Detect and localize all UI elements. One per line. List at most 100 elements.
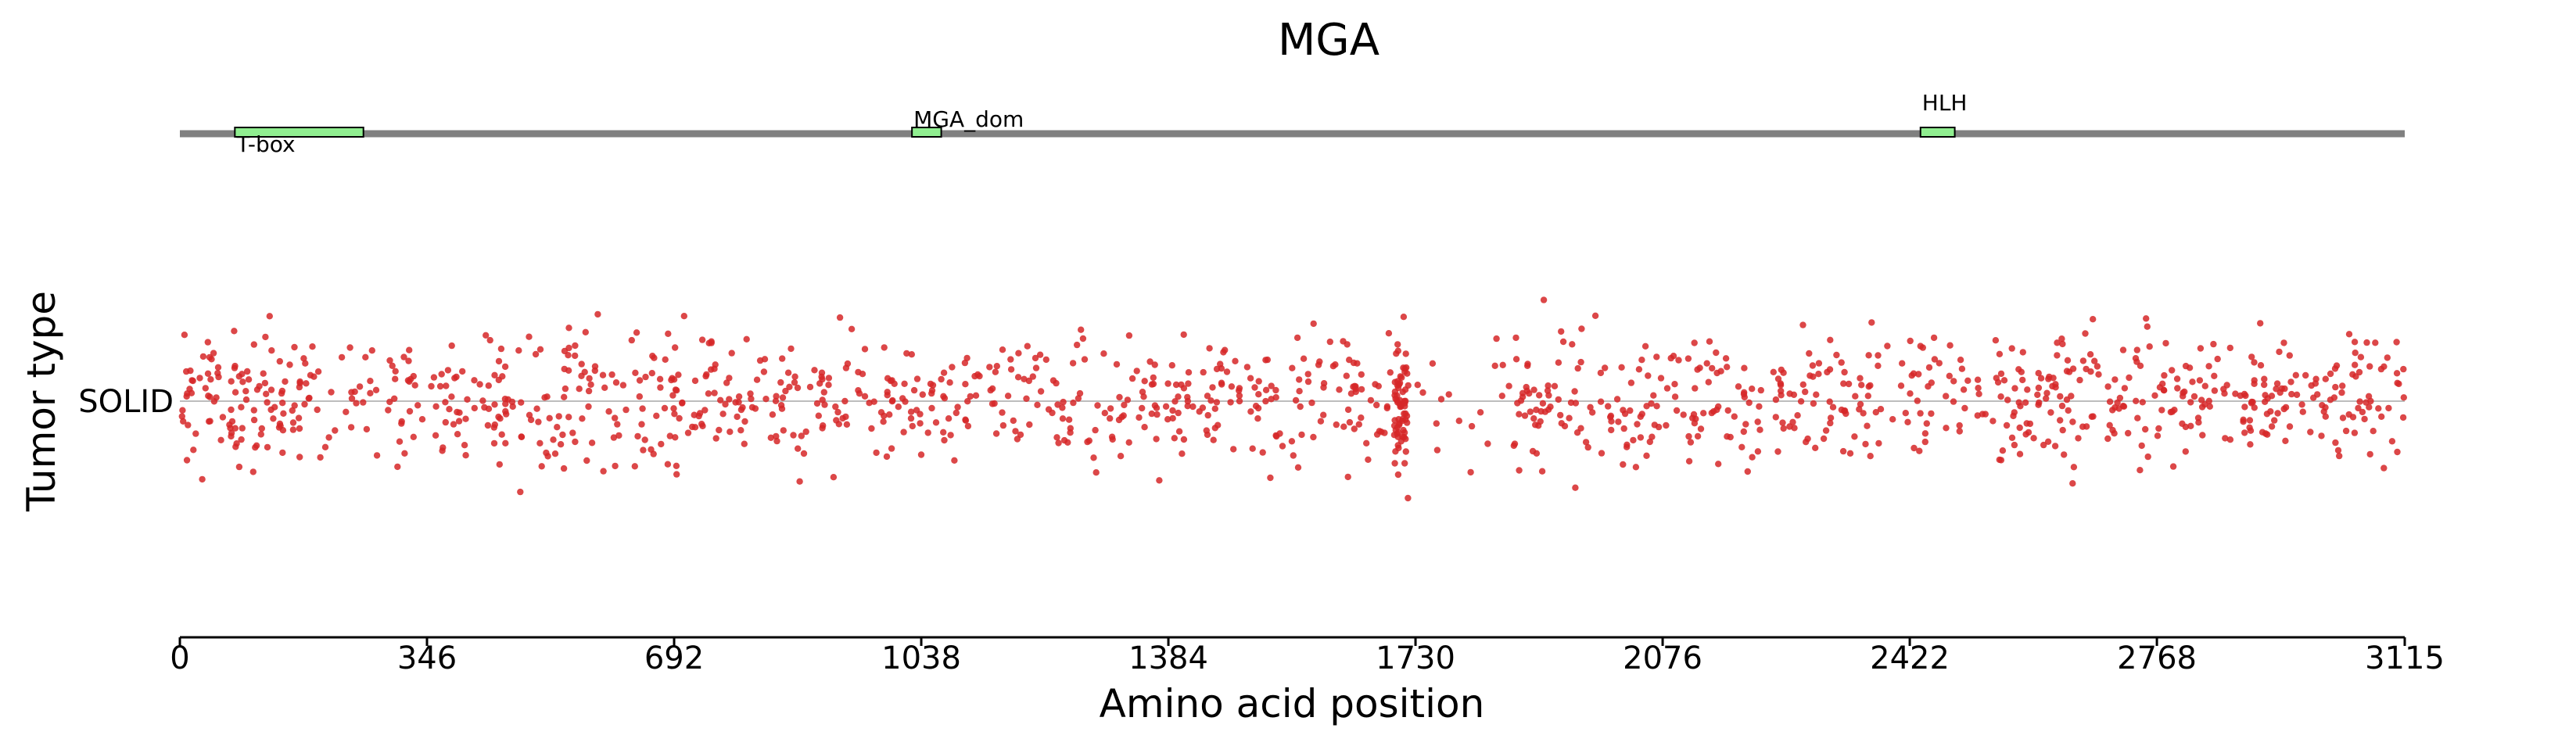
mutation-point bbox=[332, 427, 339, 434]
mutation-point bbox=[2169, 463, 2177, 470]
mutation-point bbox=[1230, 446, 1237, 453]
mutation-point bbox=[919, 391, 927, 398]
mutation-point bbox=[1708, 409, 1715, 417]
mutation-point bbox=[1930, 334, 1938, 342]
mutation-point bbox=[585, 403, 592, 411]
mutation-point bbox=[1232, 357, 1239, 364]
mutation-point bbox=[2076, 376, 2083, 384]
mutation-point bbox=[238, 436, 245, 443]
x-tick-label-9: 3115 bbox=[2365, 640, 2445, 676]
mutation-point bbox=[2182, 448, 2189, 455]
mutation-point bbox=[1243, 364, 1251, 371]
mutation-point bbox=[1358, 414, 1365, 421]
mutation-point bbox=[490, 439, 498, 447]
mutation-point bbox=[760, 368, 768, 375]
mutation-point bbox=[1210, 436, 1217, 443]
mutation-point bbox=[2016, 450, 2024, 457]
mutation-point bbox=[1346, 418, 1354, 426]
mutation-point bbox=[741, 440, 748, 447]
mutation-point bbox=[699, 422, 706, 429]
mutation-point bbox=[884, 392, 891, 399]
mutation-point bbox=[296, 425, 303, 432]
mutation-point bbox=[550, 436, 557, 443]
mutation-point bbox=[491, 401, 498, 408]
mutation-point bbox=[784, 369, 792, 376]
mutation-point bbox=[583, 457, 590, 464]
mutation-point bbox=[1329, 363, 1337, 370]
mutation-point bbox=[953, 409, 960, 417]
mutation-point bbox=[832, 403, 839, 411]
mutation-point bbox=[2363, 339, 2370, 346]
mutation-point bbox=[179, 407, 186, 414]
mutation-point bbox=[791, 373, 798, 380]
chart-title: MGA bbox=[1278, 15, 1379, 66]
mutation-point bbox=[1107, 405, 1114, 412]
mutation-point bbox=[811, 367, 818, 374]
mutation-point bbox=[2030, 435, 2037, 442]
mutation-point bbox=[279, 400, 286, 407]
mutation-point bbox=[1956, 421, 1963, 429]
mutation-point bbox=[1860, 410, 1867, 417]
mutation-point bbox=[1032, 364, 1040, 371]
mutation-point bbox=[362, 353, 369, 360]
mutation-point bbox=[406, 407, 414, 415]
mutation-point bbox=[2342, 427, 2350, 435]
mutation-point bbox=[813, 400, 821, 407]
mutation-point bbox=[2352, 361, 2359, 368]
mutation-point bbox=[206, 353, 213, 361]
mutation-point bbox=[491, 371, 498, 378]
mutation-point bbox=[848, 325, 856, 332]
mutation-point bbox=[658, 440, 665, 448]
mutation-point bbox=[367, 378, 374, 385]
mutation-point bbox=[1401, 368, 1408, 375]
mutation-point bbox=[546, 414, 553, 421]
mutation-point bbox=[2015, 399, 2022, 406]
mutation-point bbox=[1637, 413, 1644, 420]
mutation-point bbox=[1049, 409, 1056, 417]
mutation-point bbox=[1663, 385, 1671, 392]
mutation-point bbox=[242, 388, 249, 395]
mutation-point bbox=[790, 432, 797, 439]
mutation-point bbox=[1317, 418, 1325, 425]
mutation-point bbox=[1023, 395, 1030, 402]
mutation-point bbox=[1573, 429, 1581, 436]
mutation-point bbox=[2267, 408, 2274, 415]
mutation-point bbox=[239, 378, 246, 386]
mutation-point bbox=[400, 353, 407, 360]
mutation-point bbox=[1228, 383, 1236, 390]
mutation-points bbox=[178, 296, 2407, 502]
mutation-point bbox=[1833, 351, 1840, 359]
mutation-point bbox=[1310, 320, 1317, 328]
mutation-point bbox=[1151, 361, 1158, 368]
mutation-point bbox=[363, 425, 371, 433]
mutation-point bbox=[1320, 384, 1327, 391]
mutation-point bbox=[612, 462, 619, 470]
mutation-point bbox=[1917, 343, 1924, 350]
mutation-point bbox=[2035, 370, 2042, 377]
mutation-point bbox=[748, 403, 756, 411]
mutation-point bbox=[1128, 375, 1136, 382]
mutation-point bbox=[1067, 425, 1075, 432]
mutation-point bbox=[471, 404, 478, 412]
mutation-point bbox=[924, 429, 931, 436]
mutation-point bbox=[1402, 448, 1410, 455]
mutation-point bbox=[572, 438, 579, 446]
mutation-point bbox=[1829, 403, 1837, 411]
mutation-point bbox=[999, 421, 1007, 429]
mutation-point bbox=[1989, 418, 1997, 425]
mutation-point bbox=[235, 463, 243, 471]
mutation-point bbox=[1907, 390, 1914, 397]
mutation-point bbox=[786, 383, 793, 390]
mutation-point bbox=[1607, 412, 1615, 419]
mutation-point bbox=[1262, 386, 1270, 393]
mutation-point bbox=[820, 389, 828, 396]
mutation-point bbox=[1081, 356, 1089, 363]
mutation-point bbox=[561, 393, 568, 400]
mutation-point bbox=[673, 387, 680, 394]
mutation-point bbox=[555, 413, 562, 420]
mutation-point bbox=[1724, 364, 1731, 371]
mutation-point bbox=[1589, 409, 1596, 416]
mutation-point bbox=[1054, 401, 1061, 408]
mutation-point bbox=[1641, 343, 1649, 350]
mutation-point bbox=[1799, 321, 1806, 328]
